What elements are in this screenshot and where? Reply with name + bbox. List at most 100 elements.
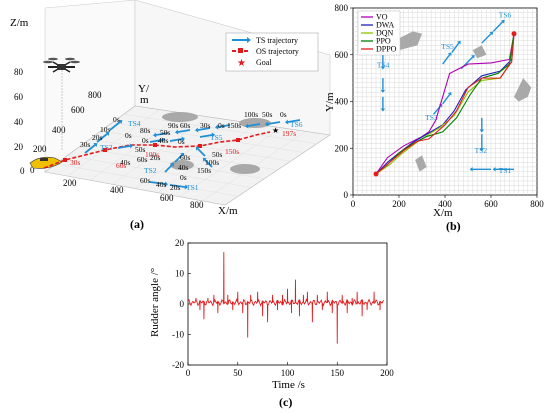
y-axis-label: Y/ — [138, 83, 150, 95]
time-label: 40s — [178, 163, 189, 172]
x-tick-label: 400 — [438, 199, 452, 209]
arrow-icon — [492, 167, 496, 172]
os-time-label: 60s — [116, 161, 127, 170]
x-tick-label: 100 — [281, 368, 295, 378]
goal-star-icon: ★ — [272, 126, 279, 135]
ts-label: TS5 — [441, 42, 454, 51]
time-label: 10s — [100, 125, 111, 134]
series-b — [373, 31, 517, 177]
z-tick: 0 — [20, 166, 25, 176]
os-marker — [63, 158, 67, 162]
x-tick-label: 800 — [530, 199, 544, 209]
time-label: 60s — [180, 121, 191, 130]
y-tick: 400 — [52, 125, 66, 135]
ts-arrow — [149, 181, 166, 185]
time-label: 60s — [180, 153, 191, 162]
ts-arrow — [442, 54, 451, 65]
arrow-icon — [500, 19, 505, 24]
os-time-label: 150s — [225, 147, 239, 156]
arrow-icon — [170, 162, 175, 167]
start-marker — [373, 171, 379, 177]
arrow-icon — [202, 157, 207, 162]
y-axis-label-c: Rudder angle /° — [149, 268, 161, 337]
x-tick-label: 200 — [380, 368, 394, 378]
arrow-icon — [469, 167, 473, 172]
x-tick-label: 600 — [484, 199, 498, 209]
obstacles-b — [394, 31, 532, 172]
os-marker — [236, 138, 240, 142]
panel-a-3d-trajectory-plot: Z/m Y/ m X/m 80 60 40 20 0 800 600 400 2… — [10, 0, 331, 231]
x-axis-label: X/m — [218, 205, 238, 217]
os-time-label: 100s — [145, 150, 159, 159]
legend-a: TS trajectory OS trajectory ★ Goal — [225, 32, 319, 72]
ts-arrow — [287, 119, 301, 123]
ts-arrow — [204, 159, 213, 168]
goal-marker — [511, 31, 517, 37]
series-line-ppo — [375, 33, 515, 175]
ts-arrow — [149, 139, 163, 143]
arrow-icon — [153, 132, 157, 138]
x-tick: 200 — [63, 178, 77, 188]
obstacle-a2 — [239, 118, 271, 128]
ts-arrow — [197, 148, 206, 157]
ts-label: TS4 — [377, 61, 390, 70]
time-label: 60s — [137, 155, 148, 164]
legend-label: DWA — [376, 21, 394, 30]
arrow-icon — [447, 92, 452, 96]
obstacle-2 — [472, 45, 487, 59]
time-label: 80s — [140, 126, 151, 135]
y-axis-label-unit: m — [140, 94, 149, 106]
time-label: 40s — [156, 180, 167, 189]
y-tick-label: -20 — [172, 360, 184, 370]
time-label: 20s — [170, 183, 181, 192]
ts-arrow — [197, 127, 211, 131]
time-label: 20s — [150, 153, 161, 162]
star-icon: ★ — [237, 58, 246, 69]
arrow-icon — [447, 52, 452, 57]
arrow-icon — [118, 120, 123, 124]
time-label: 90s — [168, 121, 179, 130]
rudder-angle-line — [187, 252, 385, 344]
ts-arrow — [117, 145, 131, 149]
ts-label-ts2: TS2 — [144, 166, 157, 175]
arrow-icon — [471, 54, 475, 59]
ts-label: TS1 — [499, 166, 512, 175]
arrow-icon — [265, 121, 269, 127]
ts-label-ts4: TS4 — [128, 119, 141, 128]
os-time-label: 30s — [70, 158, 81, 167]
time-label: 40s — [158, 136, 169, 145]
y-tick: 200 — [33, 144, 47, 154]
time-label: 30s — [200, 121, 211, 130]
ts-label-ts6: TS6 — [290, 120, 303, 129]
y-tick: 600 — [71, 105, 85, 115]
obstacle-4 — [415, 155, 427, 172]
y-tick: 800 — [88, 90, 102, 100]
panel-b-path-comparison-plot: TS1 TS2 TS3 TS4 TS5 TS6 0 200 400 600 800 0 200 400 6… — [324, 3, 544, 233]
y-tick-label: 0 — [344, 190, 349, 200]
ts-arrow — [169, 138, 183, 142]
time-label: 150s — [197, 166, 211, 175]
ts-arrow — [177, 129, 191, 133]
x-tick-label: 50 — [233, 368, 243, 378]
y-tick-label: 20 — [175, 238, 185, 248]
legend-label: Goal — [256, 58, 272, 67]
arrow-icon — [161, 137, 165, 143]
time-label: 50s — [160, 128, 171, 137]
floor-pane — [44, 105, 331, 206]
arrow-icon — [215, 124, 219, 130]
z-axis-label: Z/m — [10, 17, 29, 29]
os-trajectory-line — [43, 131, 271, 169]
time-label: 100s — [205, 158, 219, 167]
x-tick-label: 150 — [331, 368, 345, 378]
ts-arrows-b: TS1 TS2 TS3 TS4 TS5 TS6 — [377, 10, 514, 175]
caption-a: (a) — [130, 217, 144, 231]
arrow-icon — [479, 129, 484, 133]
arrow-icon — [129, 143, 133, 149]
ts-label: TS2 — [475, 146, 488, 155]
ts-label: TS3 — [425, 113, 438, 122]
os-marker — [103, 148, 107, 152]
arrow-icon — [285, 119, 289, 125]
os-time-label: 197s — [282, 129, 296, 138]
series-line-dppo — [375, 33, 515, 175]
